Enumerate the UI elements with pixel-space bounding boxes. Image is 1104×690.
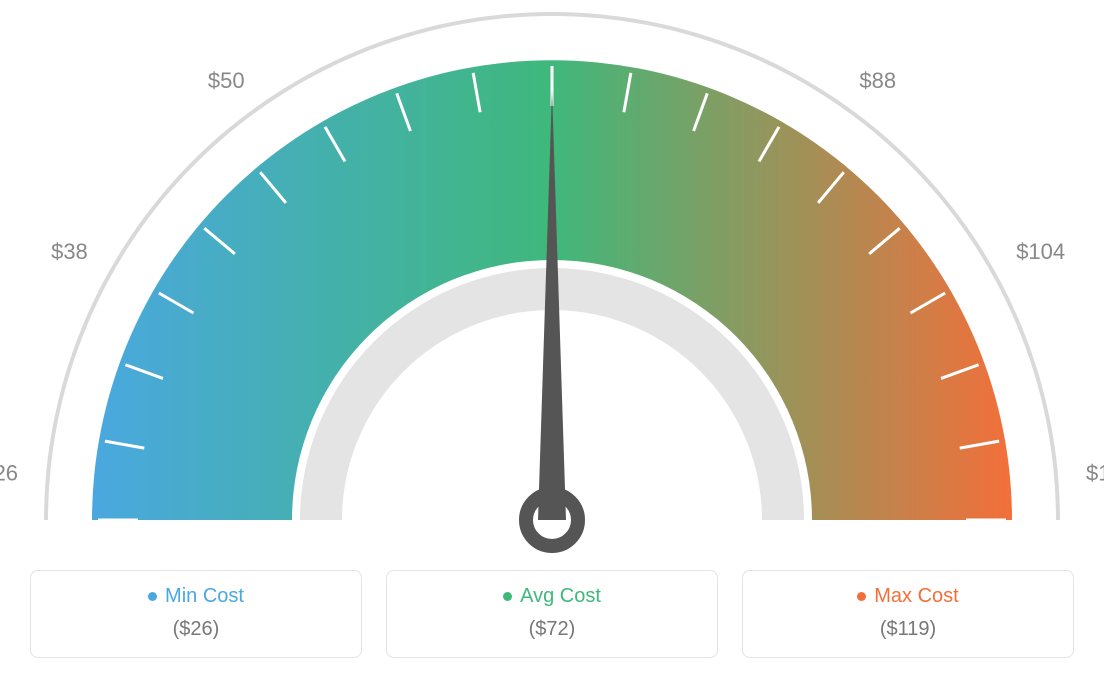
legend-avg-value: ($72): [397, 618, 707, 641]
svg-text:$38: $38: [51, 239, 88, 264]
legend-row: Min Cost ($26) Avg Cost ($72) Max Cost (…: [0, 570, 1104, 658]
svg-text:$119: $119: [1086, 460, 1104, 485]
max-dot-icon: [857, 592, 866, 601]
legend-min-label: Min Cost: [165, 585, 244, 608]
legend-avg-label: Avg Cost: [520, 585, 601, 608]
svg-text:$50: $50: [208, 68, 245, 93]
legend-card-min: Min Cost ($26): [30, 570, 362, 658]
min-dot-icon: [148, 592, 157, 601]
svg-text:$104: $104: [1016, 239, 1065, 264]
legend-max-label: Max Cost: [874, 585, 958, 608]
legend-min-value: ($26): [41, 618, 351, 641]
cost-gauge-chart: $26$38$50$72$88$104$119: [0, 0, 1104, 570]
svg-text:$26: $26: [0, 460, 18, 485]
legend-card-max: Max Cost ($119): [742, 570, 1074, 658]
svg-text:$88: $88: [859, 68, 896, 93]
legend-max-value: ($119): [753, 618, 1063, 641]
avg-dot-icon: [503, 592, 512, 601]
legend-card-avg: Avg Cost ($72): [386, 570, 718, 658]
